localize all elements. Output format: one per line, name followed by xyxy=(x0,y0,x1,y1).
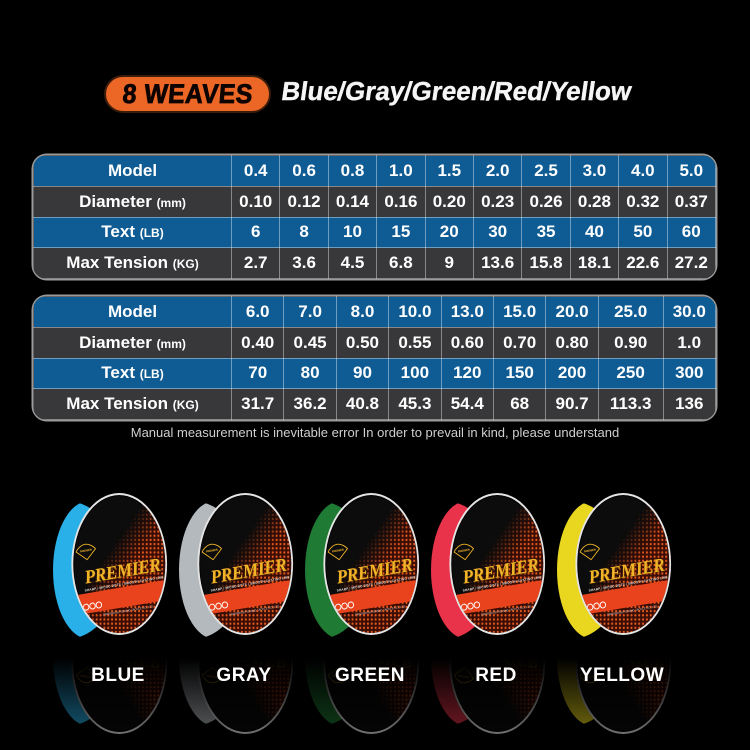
svg-text:PREMIER: PREMIER xyxy=(584,548,596,554)
svg-text:PREMIER: PREMIER xyxy=(80,548,92,554)
svg-text:PREMIER: PREMIER xyxy=(458,548,470,554)
svg-text:PREMIER: PREMIER xyxy=(332,548,344,554)
svg-text:PREMIER: PREMIER xyxy=(206,548,218,554)
